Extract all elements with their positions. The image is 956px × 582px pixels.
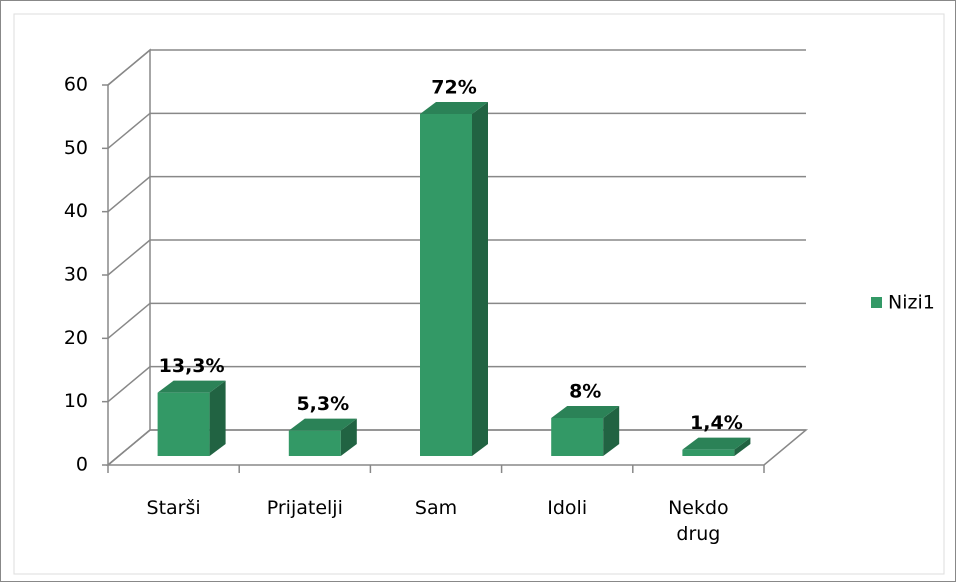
bar [682,437,751,456]
bar [420,102,488,456]
x-tick-label: Idoli [547,497,588,519]
bar-front [420,114,472,456]
bar-front [551,418,604,456]
data-label: 72% [431,77,476,99]
grid-line [107,175,806,213]
data-label: 5,3% [296,393,349,415]
bar-top [157,380,226,393]
data-label: 13,3% [159,355,225,377]
x-tick-label: Starši [146,497,201,519]
bar [157,380,226,456]
bar [288,418,357,456]
bar-side [472,102,488,456]
x-label-box: Starši [146,497,201,519]
grid-line [107,112,806,149]
x-label-box: Prijatelji [266,497,343,519]
grid-line [107,365,806,403]
bar-top [551,406,620,418]
bar-side [734,437,751,456]
x-tick-label: Prijatelji [266,497,343,519]
data-label: 8% [569,381,601,403]
bar-front [682,449,735,456]
bar-side [603,406,620,456]
y-tick-label: 60 [64,74,88,96]
bar-top [288,418,357,431]
legend-swatch [871,297,882,308]
y-tick-label: 30 [64,264,88,286]
bar-side [209,380,226,456]
data-label: 1,4% [690,412,743,434]
x-label-box: Idoli [547,497,588,519]
y-tick-label: 20 [64,327,88,349]
bar-front [288,430,341,456]
bar-top [420,102,488,114]
x-label-box: Nekdo drug [668,497,729,545]
y-tick-label: 40 [64,200,88,222]
x-tick-label: Nekdo drug [668,497,729,545]
y-tick-label: 0 [76,454,88,476]
x-tick-label: Sam [414,497,458,519]
legend-label: Nizi1 [888,292,935,314]
y-tick-label: 50 [64,137,88,159]
bar-side [340,418,357,456]
inner-border [13,13,945,575]
x-label-box: Sam [414,497,458,519]
grid-line [107,302,806,339]
grid-line [107,49,806,86]
y-tick-label: 10 [64,390,88,412]
bar-top [682,437,751,450]
bar [551,406,620,456]
grid-line [107,239,806,276]
bar-front [157,392,210,456]
